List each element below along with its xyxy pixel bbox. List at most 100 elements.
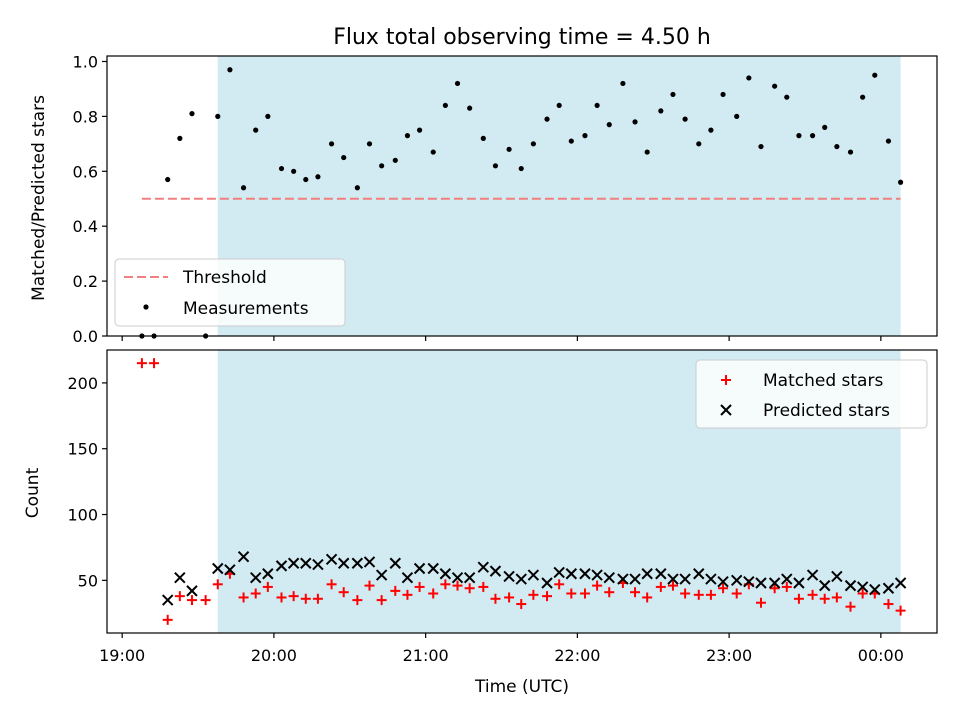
measurement-point: [644, 149, 650, 155]
measurement-point: [720, 91, 726, 98]
matched-stars-point: [262, 581, 273, 592]
measurement-point: [227, 67, 233, 73]
measurement-point: [492, 163, 499, 169]
matched-stars-point: [490, 593, 501, 604]
matched-stars-point: [516, 599, 527, 610]
predicted-stars-stroke-b: [477, 561, 490, 573]
top-y-tick-label: 1.0: [73, 52, 98, 71]
predicted-stars-stroke-b: [693, 568, 705, 580]
measurement-point: [278, 165, 285, 172]
predicted-stars-point: [451, 572, 464, 584]
predicted-stars-stroke-b: [591, 569, 603, 581]
predicted-stars-stroke-b: [894, 577, 907, 589]
bottom-y-tick-label: 50: [78, 571, 98, 590]
predicted-stars-point: [338, 557, 350, 569]
measurement-point: [772, 83, 778, 89]
measurement-point: [530, 141, 536, 147]
measurement-point: [758, 143, 764, 150]
measurement-point: [253, 127, 259, 133]
matched-stars-point: [478, 581, 489, 592]
predicted-stars-point: [427, 562, 439, 575]
legend-predicted-label: Predicted stars: [763, 401, 890, 421]
measurement-point: [620, 80, 626, 87]
matched-stars-point: [793, 593, 804, 604]
legend-matched-label: Matched stars: [763, 371, 883, 391]
matched-stars-point: [895, 605, 906, 616]
predicted-stars-point: [503, 570, 515, 583]
measurement-point: [506, 146, 512, 152]
predicted-stars-stroke-b: [565, 568, 578, 580]
predicted-stars-stroke-b: [617, 573, 629, 585]
predicted-stars-point: [629, 573, 641, 585]
top-y-tick-label: 0.6: [73, 162, 98, 181]
predicted-stars-point: [731, 574, 743, 587]
x-tick-label: 21:00: [403, 646, 449, 665]
measurement-point: [328, 141, 335, 147]
measurement-point: [480, 135, 486, 141]
predicted-stars-point: [249, 572, 262, 584]
predicted-stars-point: [617, 573, 629, 585]
matched-stars-point: [402, 589, 413, 600]
matched-stars-point: [326, 579, 337, 590]
predicted-stars-stroke-b: [781, 573, 793, 585]
x-axis-label: Time (UTC): [474, 677, 569, 697]
measurement-point: [632, 119, 638, 125]
measurement-point: [556, 102, 562, 109]
predicted-stars-stroke-b: [731, 574, 743, 587]
predicted-stars-point: [844, 579, 857, 592]
predicted-stars-point: [717, 575, 729, 588]
matched-stars-point: [238, 592, 249, 603]
legend-predicted-swatch-b: [720, 404, 732, 416]
matched-stars-point: [352, 595, 363, 606]
predicted-stars-stroke-b: [503, 570, 515, 583]
predicted-stars-stroke-b: [655, 568, 667, 580]
predicted-stars-point: [287, 557, 300, 569]
predicted-stars-point: [224, 564, 236, 576]
predicted-stars-point: [579, 568, 591, 580]
matched-stars-point: [554, 579, 565, 590]
predicted-stars-stroke-b: [186, 585, 198, 597]
predicted-stars-point: [351, 557, 364, 569]
x-tick-label: 00:00: [858, 646, 904, 665]
measurement-point: [582, 133, 588, 139]
measurement-point: [518, 165, 524, 172]
matched-stars-point: [604, 587, 615, 598]
predicted-stars-point: [743, 575, 755, 588]
top-panel: 0.0 0.2 0.4 0.6 0.8 1.0 Threshold Measurements: [73, 52, 938, 346]
matched-stars-point: [504, 592, 515, 603]
matched-stars-point: [312, 593, 323, 604]
predicted-stars-stroke-b: [793, 577, 805, 589]
predicted-stars-point: [869, 583, 881, 596]
matched-stars-point: [288, 591, 299, 602]
predicted-stars-stroke-b: [351, 557, 364, 569]
top-y-tick-label: 0.4: [73, 217, 98, 236]
bottom-y-tick-label: 200: [67, 374, 98, 393]
predicted-stars-stroke-b: [819, 579, 831, 592]
predicted-stars-stroke-b: [375, 569, 388, 581]
top-legend: Threshold Measurements: [114, 258, 346, 327]
predicted-stars-point: [603, 572, 615, 584]
measurement-point: [847, 149, 854, 155]
bottom-y-axis-label: Count: [23, 467, 43, 518]
predicted-stars-point: [894, 577, 907, 589]
measurement-point: [240, 185, 247, 191]
matched-stars-point: [464, 583, 475, 594]
matched-stars-point: [667, 580, 678, 591]
measurement-point: [467, 105, 473, 111]
predicted-stars-point: [262, 568, 274, 580]
top-y-tick-label: 0.0: [73, 327, 98, 346]
matched-stars-point: [781, 581, 792, 592]
matched-stars-point: [883, 599, 894, 610]
measurement-point: [366, 141, 373, 147]
measurement-point: [734, 113, 740, 119]
measurement-point: [746, 75, 752, 81]
measurement-point: [670, 91, 676, 98]
matched-stars-point: [300, 593, 311, 604]
predicted-stars-point: [477, 561, 490, 573]
predicted-stars-point: [325, 553, 338, 565]
predicted-stars-stroke-b: [768, 577, 781, 589]
measurement-point: [291, 168, 297, 174]
predicted-stars-stroke-b: [603, 572, 615, 584]
predicted-stars-point: [413, 562, 426, 575]
